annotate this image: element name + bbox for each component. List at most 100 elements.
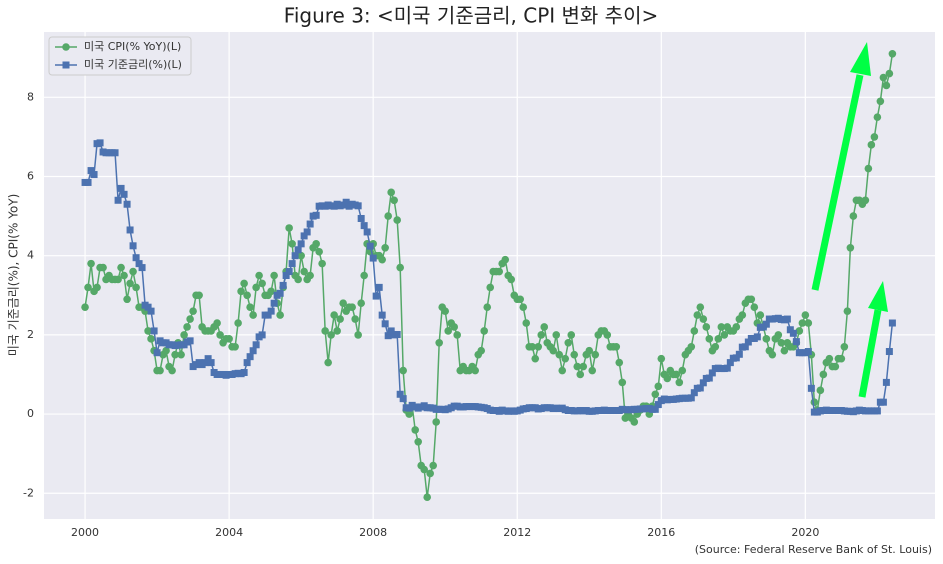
data-point — [279, 281, 287, 289]
data-point — [882, 378, 890, 386]
data-point — [837, 354, 846, 363]
x-tick-label: 2020 — [791, 526, 819, 539]
data-point — [354, 202, 362, 210]
data-point — [756, 311, 765, 319]
data-point — [714, 335, 723, 343]
data-point — [270, 299, 278, 307]
data-point — [360, 222, 368, 230]
data-point — [531, 354, 540, 363]
data-point — [762, 335, 771, 343]
data-point — [540, 323, 549, 331]
data-point — [387, 327, 395, 335]
y-tick-label: 2 — [27, 328, 34, 341]
data-point — [870, 133, 879, 141]
data-point — [384, 212, 392, 220]
data-point — [300, 267, 308, 276]
data-point — [126, 226, 134, 234]
data-point — [501, 255, 510, 264]
data-point — [867, 141, 876, 149]
data-point — [390, 196, 398, 205]
data-point — [189, 307, 197, 315]
data-point — [432, 418, 440, 426]
data-point — [387, 188, 395, 197]
data-point — [798, 319, 807, 327]
data-point — [753, 333, 761, 341]
data-point — [690, 389, 698, 397]
data-point — [303, 228, 311, 236]
data-point — [252, 283, 260, 292]
data-point — [252, 341, 260, 349]
x-tick-label: 2008 — [359, 526, 387, 539]
data-point — [444, 327, 452, 335]
legend-label: 미국 CPI(% YoY)(L) — [84, 40, 181, 53]
y-tick-label: 8 — [27, 90, 34, 103]
data-point — [120, 271, 128, 280]
data-point — [267, 287, 275, 296]
data-point — [744, 338, 752, 346]
data-point — [876, 97, 885, 106]
data-point — [378, 255, 386, 264]
data-point — [840, 342, 849, 351]
data-point — [318, 259, 326, 268]
data-point — [243, 359, 251, 367]
data-point — [657, 354, 666, 363]
data-point — [696, 384, 704, 392]
data-point — [84, 283, 92, 292]
data-point — [114, 196, 122, 204]
data-point — [231, 342, 239, 351]
data-point — [375, 283, 383, 291]
data-point — [768, 350, 777, 359]
data-point — [687, 342, 696, 351]
data-point — [87, 167, 95, 175]
data-point — [240, 369, 248, 377]
legend: 미국 CPI(% YoY)(L) 미국 기준금리(%)(L) — [48, 36, 192, 76]
data-point — [825, 354, 834, 363]
data-point — [126, 279, 134, 288]
data-point — [435, 339, 443, 347]
data-point — [480, 327, 489, 335]
data-point — [843, 307, 852, 315]
data-point — [195, 291, 203, 300]
data-point — [654, 401, 662, 409]
data-point — [147, 335, 155, 343]
data-point — [120, 190, 128, 198]
data-point — [117, 184, 125, 192]
data-point — [306, 220, 314, 228]
data-point — [168, 366, 176, 375]
data-point — [873, 407, 881, 415]
data-point — [294, 246, 302, 254]
data-point — [693, 311, 702, 319]
data-point — [471, 366, 480, 375]
data-point — [705, 374, 713, 382]
data-point — [111, 149, 119, 157]
data-point — [129, 242, 137, 250]
data-point — [357, 299, 365, 308]
data-point — [453, 331, 461, 339]
data-point — [591, 350, 600, 359]
data-point — [324, 358, 332, 367]
data-point — [312, 211, 320, 219]
data-point — [696, 303, 705, 311]
data-point — [675, 378, 684, 387]
data-point — [132, 254, 140, 262]
data-point — [573, 362, 582, 371]
annotation-arrows — [811, 42, 888, 398]
data-point — [819, 370, 828, 379]
data-point — [153, 349, 161, 357]
data-point — [135, 260, 143, 268]
data-point — [561, 354, 570, 363]
data-point — [537, 331, 546, 339]
data-point — [549, 346, 558, 355]
data-point — [162, 346, 170, 355]
data-point — [816, 386, 825, 395]
data-point — [81, 303, 89, 311]
data-point — [381, 243, 389, 252]
data-point — [708, 369, 716, 377]
y-axis-label: 미국 기준금리(%), CPI(% YoY) — [7, 194, 21, 357]
data-point — [129, 267, 137, 276]
data-point — [885, 69, 894, 78]
data-point — [372, 292, 380, 300]
data-point — [243, 291, 251, 300]
data-point — [687, 394, 695, 402]
data-point — [180, 331, 188, 339]
